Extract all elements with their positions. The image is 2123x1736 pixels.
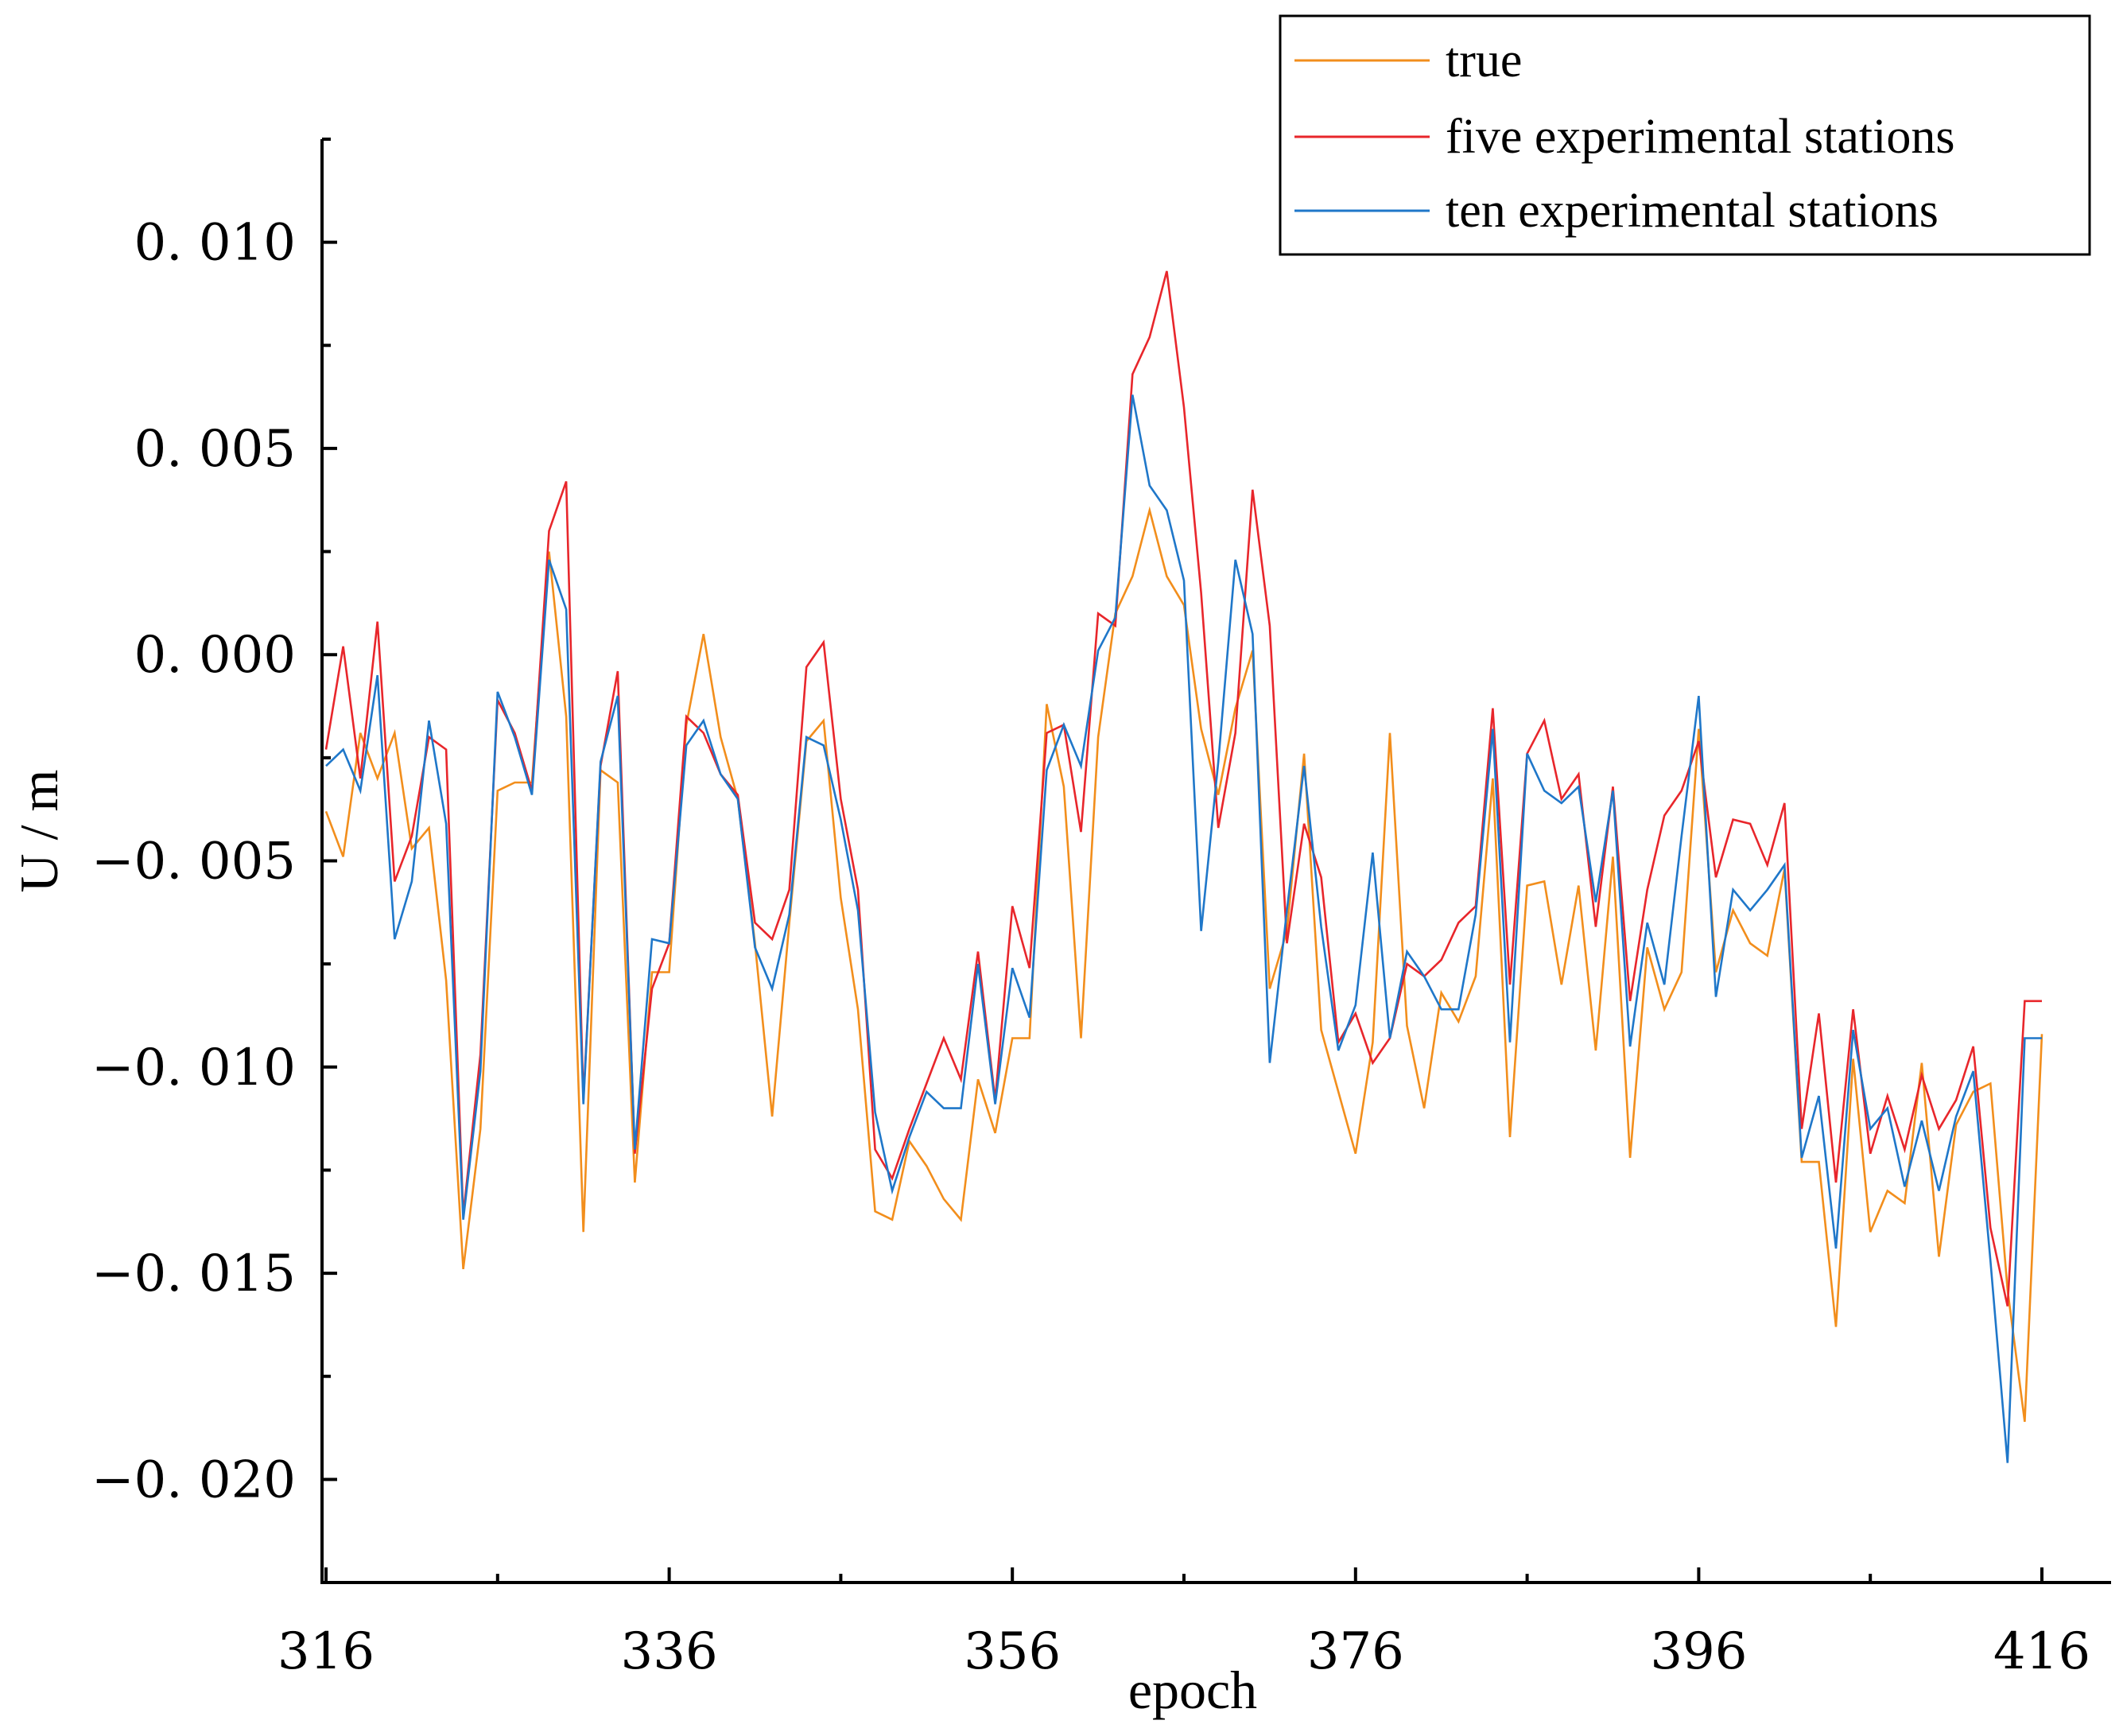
x-tick-label: 336 bbox=[621, 1622, 718, 1681]
series-layer bbox=[324, 270, 2043, 1463]
y-tick-label: −0. 020 bbox=[91, 1451, 296, 1509]
x-ticks: 316 336 356 376 396 416 bbox=[278, 1567, 2090, 1681]
x-tick-label: 316 bbox=[278, 1622, 375, 1681]
legend-label-true: true bbox=[1446, 33, 1522, 87]
x-tick-label: 396 bbox=[1650, 1622, 1747, 1681]
x-tick-label: 376 bbox=[1307, 1622, 1404, 1681]
series-line-five-experimental-stations bbox=[324, 270, 2042, 1307]
axes bbox=[320, 139, 2111, 1584]
y-tick-label: −0. 005 bbox=[91, 833, 296, 891]
y-tick-label: −0. 015 bbox=[91, 1245, 296, 1303]
series-line-ten-experimental-stations bbox=[325, 394, 2042, 1463]
legend: true five experimental stations ten expe… bbox=[1279, 14, 2091, 256]
series-line-true bbox=[324, 506, 2043, 1422]
y-ticks: 0. 010 0. 005 0. 000 −0. 005 −0. 010 −0. 015 −… bbox=[91, 138, 337, 1584]
y-tick-label: −0. 010 bbox=[91, 1039, 296, 1097]
y-axis-title: U / m bbox=[9, 770, 69, 893]
x-tick-label: 416 bbox=[1993, 1622, 2090, 1681]
y-tick-label: 0. 010 bbox=[134, 214, 296, 273]
legend-label-five-stations: five experimental stations bbox=[1446, 110, 1954, 164]
x-axis-title: epoch bbox=[1128, 1660, 1257, 1720]
y-tick-label: 0. 005 bbox=[134, 420, 296, 479]
legend-box bbox=[1279, 14, 2091, 256]
y-tick-label: 0. 000 bbox=[134, 626, 296, 685]
legend-label-ten-stations: ten experimental stations bbox=[1446, 184, 1939, 238]
x-tick-label: 356 bbox=[964, 1622, 1061, 1681]
